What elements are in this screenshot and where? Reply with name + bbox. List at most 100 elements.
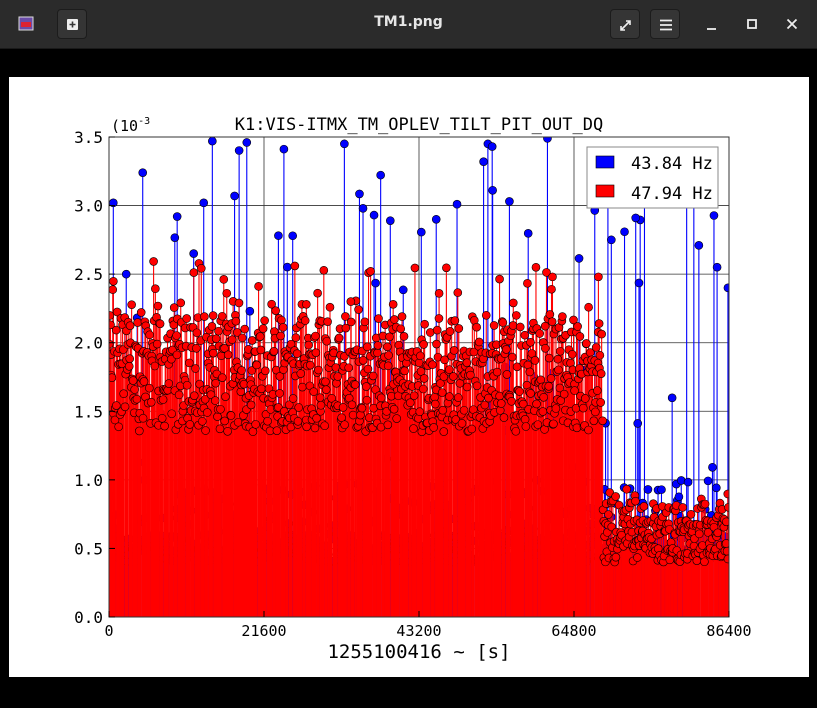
data-point — [390, 315, 399, 324]
data-point — [327, 393, 336, 403]
data-point — [363, 364, 373, 374]
data-point — [136, 308, 146, 317]
data-point — [445, 392, 454, 401]
data-point — [398, 285, 408, 295]
fullscreen-button[interactable] — [610, 9, 640, 39]
data-point — [234, 146, 244, 155]
data-point — [274, 403, 283, 412]
x-tick-label: 86400 — [706, 622, 751, 640]
data-point — [191, 364, 200, 373]
data-point — [208, 137, 217, 146]
data-point — [145, 383, 154, 393]
data-point — [512, 311, 521, 320]
data-point — [109, 276, 118, 286]
data-point — [488, 185, 497, 195]
data-point — [574, 254, 584, 263]
data-point — [515, 387, 524, 396]
data-point — [480, 400, 490, 410]
data-point — [713, 528, 723, 538]
data-point — [358, 204, 368, 213]
data-point — [149, 257, 158, 266]
x-tick-label: 21600 — [241, 622, 286, 640]
data-point — [584, 302, 593, 312]
data-point — [594, 272, 603, 282]
data-point — [112, 401, 121, 410]
data-point — [515, 322, 525, 332]
data-point — [703, 476, 713, 486]
data-point — [127, 300, 136, 309]
x-tick-label: 43200 — [396, 622, 441, 640]
data-point — [138, 413, 148, 423]
data-point — [130, 385, 139, 394]
data-point — [523, 229, 533, 238]
data-point — [293, 416, 303, 426]
data-point — [292, 349, 302, 358]
data-point — [152, 339, 162, 349]
data-point — [157, 413, 167, 423]
legend-label-series-1: 47.94 Hz — [631, 184, 713, 204]
y-tick-label: 0.5 — [74, 539, 103, 558]
data-point — [252, 360, 262, 370]
data-point — [196, 264, 206, 273]
data-point — [553, 354, 563, 364]
data-point — [322, 336, 332, 346]
data-point — [418, 384, 428, 394]
data-point — [399, 332, 409, 341]
data-point — [305, 360, 315, 370]
data-point — [439, 427, 449, 436]
data-point — [436, 379, 445, 388]
data-point — [507, 352, 517, 362]
data-point — [678, 503, 688, 512]
series-1-stems — [109, 261, 729, 617]
data-point — [547, 317, 557, 326]
data-point — [261, 366, 270, 376]
data-point — [275, 389, 284, 398]
data-point — [172, 331, 181, 340]
data-point — [251, 420, 260, 429]
data-point — [532, 399, 541, 409]
new-tab-button[interactable] — [57, 9, 87, 39]
data-point — [334, 333, 344, 343]
data-point — [110, 415, 120, 425]
data-point — [598, 416, 607, 426]
data-point — [361, 382, 371, 391]
data-point — [247, 336, 257, 345]
data-point — [631, 213, 641, 223]
data-point — [508, 298, 518, 308]
data-point — [440, 355, 449, 365]
y-tick-label: 3.0 — [74, 197, 103, 216]
data-point — [434, 289, 444, 298]
data-point — [274, 231, 283, 240]
maximize-icon — [747, 19, 757, 29]
data-point — [512, 362, 522, 372]
data-point — [182, 380, 192, 390]
data-point — [369, 210, 379, 220]
data-point — [320, 421, 329, 431]
data-point — [567, 349, 577, 359]
maximize-button[interactable] — [737, 9, 767, 39]
data-point — [496, 399, 506, 408]
data-point — [192, 328, 202, 338]
data-point — [170, 233, 180, 242]
data-point — [219, 275, 229, 284]
menu-button[interactable] — [650, 9, 680, 39]
data-point — [279, 144, 289, 154]
data-point — [222, 288, 232, 298]
menu-icon — [660, 19, 672, 31]
data-point — [388, 300, 398, 309]
data-point — [278, 323, 288, 332]
close-button[interactable] — [777, 9, 807, 39]
data-point — [201, 426, 210, 435]
data-point — [703, 528, 713, 537]
data-point — [457, 419, 467, 428]
data-point — [255, 332, 265, 341]
data-point — [467, 424, 477, 434]
data-point — [539, 392, 548, 402]
data-point — [254, 282, 263, 291]
data-point — [260, 316, 269, 325]
minimize-button[interactable] — [697, 9, 727, 39]
data-point — [397, 312, 407, 321]
data-point — [310, 423, 320, 433]
data-point — [207, 322, 217, 331]
data-point — [119, 389, 128, 399]
